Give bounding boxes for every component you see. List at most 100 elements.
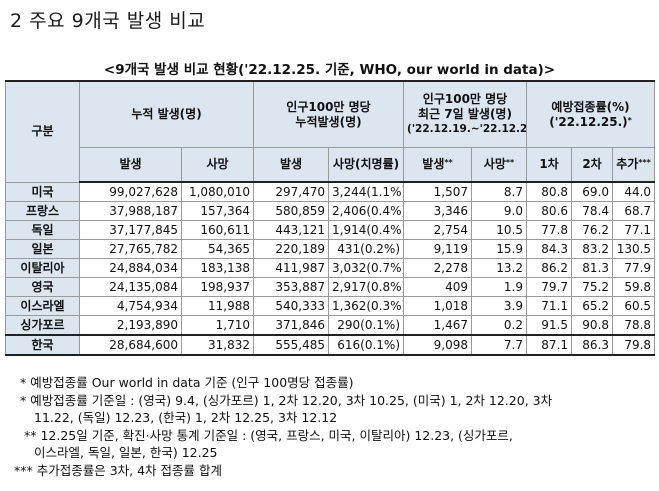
header-r-cases-mark: ** [444, 158, 453, 167]
cell-r-cases: 2,754 [403, 220, 473, 240]
cell-pm-cases: 540,333 [253, 296, 330, 316]
table-row: 일본 27,765,782 54,365 220,189 431(0.2%) 9,119 1… [5, 239, 656, 259]
cell-cases: 2,193,890 [79, 315, 182, 336]
cell-deaths: 1,080,010 [180, 181, 255, 202]
cell-cases: 24,135,084 [79, 277, 182, 297]
cell-dose1: 71.1 [526, 296, 573, 316]
cell-cases: 99,027,628 [79, 181, 182, 202]
cell-r-deaths: 7.7 [471, 334, 528, 356]
cell-deaths: 54,365 [180, 239, 255, 259]
cell-dose1: 79.7 [526, 277, 573, 297]
cell-r-deaths: 13.2 [471, 258, 528, 278]
footnote-3: ** 12.25일 기준, 확진·사망 통계 기준일 : (영국, 프랑스, 미… [24, 427, 513, 443]
cell-dose1: 80.6 [526, 201, 573, 221]
cell-dose2: 65.2 [571, 296, 614, 316]
cell-r-cases: 409 [403, 277, 473, 297]
cell-dose2: 75.2 [571, 277, 614, 297]
cell-cases: 37,177,845 [79, 220, 182, 240]
header-recent: 인구100만 명당 최근 7일 발생(명) ('22.12.19.~'22.12… [403, 80, 528, 148]
header-deaths: 사망 [180, 147, 255, 183]
header-vacc-line2: ('22.12.25.) [549, 114, 628, 129]
cell-dose1: 80.8 [526, 181, 573, 202]
footnote-2-cont: 11.22, (독일) 12.23, (한국) 1, 2차 12.25, 3차 … [34, 410, 338, 425]
header-extra: 추가 [616, 157, 639, 171]
cell-dose1: 84.3 [526, 239, 573, 259]
cell-pm-deaths: 290(0.1%) [328, 315, 405, 336]
cell-deaths: 183,138 [180, 258, 255, 278]
header-recent-line3: ('22.12.19.~'22.12.25.) [407, 123, 527, 135]
header-extra-mark: *** [638, 158, 651, 167]
header-recent-line1: 인구100만 명당 [422, 92, 508, 106]
header-pm-deaths: 사망(치명률) [328, 147, 405, 183]
footnotes: * 예방접종률 Our world in data 기준 (인구 100명당 접… [14, 374, 659, 479]
cell-pm-cases: 297,470 [253, 181, 330, 202]
header-r-cases-cell: 발생** [403, 147, 473, 183]
cell-dose1: 86.2 [526, 258, 573, 278]
cell-deaths: 157,364 [180, 201, 255, 221]
cell-r-deaths: 8.7 [471, 181, 528, 202]
cell-r-cases: 3,346 [403, 201, 473, 221]
cell-extra: 79.8 [612, 334, 656, 356]
header-cumulative: 누적 발생(명) [78, 80, 255, 148]
section-heading: 2 주요 9개국 발생 비교 [10, 10, 206, 32]
cell-pm-deaths: 3,032(0.7%) [328, 258, 405, 278]
cell-cases: 24,884,034 [79, 258, 182, 278]
header-per-million-line2: 누적발생(명) [295, 114, 362, 129]
country-name: 미국 [5, 181, 80, 202]
cell-r-cases: 1,018 [403, 296, 473, 316]
country-name: 이탈리아 [5, 258, 80, 278]
cell-dose2: 78.4 [571, 201, 614, 221]
header-group: 구분 [5, 80, 80, 183]
cell-extra: 60.5 [612, 296, 656, 316]
cell-cases: 4,754,934 [79, 296, 182, 316]
cell-extra: 68.7 [612, 201, 656, 221]
header-extra-cell: 추가*** [612, 147, 656, 183]
footnote-4: *** 추가접종률은 3차, 4차 접종률 합계 [14, 462, 222, 478]
table-row: 영국 24,135,084 198,937 353,887 2,917(0.8%) 409… [5, 277, 656, 297]
table-row: 싱가포르 2,193,890 1,710 371,846 290(0.1%) 1,467 0… [5, 315, 656, 336]
header-per-million-line1: 인구100만 명당 [286, 99, 371, 114]
cell-r-cases: 9,098 [403, 334, 473, 356]
header-vacc-mark: * [627, 115, 632, 125]
cell-cases: 28,684,600 [79, 334, 182, 356]
country-name: 프랑스 [5, 201, 80, 221]
country-name: 영국 [5, 277, 80, 297]
cell-extra: 130.5 [612, 239, 656, 259]
cell-dose1: 77.8 [526, 220, 573, 240]
cell-dose1: 87.1 [526, 334, 573, 356]
cell-extra: 44.0 [612, 181, 656, 202]
cell-cases: 27,765,782 [79, 239, 182, 259]
country-name: 일본 [5, 239, 80, 259]
cell-r-deaths: 15.9 [471, 239, 528, 259]
header-r-deaths: 사망 [483, 157, 506, 171]
cell-deaths: 11,988 [180, 296, 255, 316]
header-dose1: 1차 [526, 147, 573, 183]
header-dose2: 2차 [571, 147, 614, 183]
header-vacc-line2-wrap: ('22.12.25.)* [530, 115, 651, 130]
cell-pm-deaths: 1,362(0.3%) [328, 296, 405, 316]
table-row: 프랑스 37,988,187 157,364 580,859 2,406(0.4%) 3,… [5, 201, 656, 221]
cell-deaths: 1,710 [180, 315, 255, 336]
cell-dose2: 69.0 [571, 181, 614, 202]
footnote-1: * 예방접종률 Our world in data 기준 (인구 100명당 접… [20, 375, 354, 390]
cell-r-deaths: 9.0 [471, 201, 528, 221]
table-row: 한국 28,684,600 31,832 555,485 616(0.1%) 9,098 7… [5, 334, 656, 356]
cell-dose2: 90.8 [571, 315, 614, 336]
cell-pm-cases: 371,846 [253, 315, 330, 336]
cell-r-deaths: 10.5 [471, 220, 528, 240]
cell-pm-cases: 411,987 [253, 258, 330, 278]
cell-cases: 37,988,187 [79, 201, 182, 221]
cell-deaths: 198,937 [180, 277, 255, 297]
cell-pm-cases: 443,121 [253, 220, 330, 240]
cell-pm-deaths: 2,406(0.4%) [328, 201, 405, 221]
country-name: 이스라엘 [5, 296, 80, 316]
table-caption: <9개국 발생 비교 현황('22.12.25. 기준, WHO, our wo… [103, 62, 556, 78]
cell-dose2: 76.2 [571, 220, 614, 240]
table-body: 미국 99,027,628 1,080,010 297,470 3,244(1.1%) 1… [5, 181, 656, 356]
header-cases: 발생 [79, 147, 182, 183]
cell-deaths: 31,832 [180, 334, 255, 356]
cell-r-cases: 9,119 [403, 239, 473, 259]
cell-r-deaths: 3.9 [471, 296, 528, 316]
cell-extra: 78.8 [612, 315, 656, 336]
table-row: 이스라엘 4,754,934 11,988 540,333 1,362(0.3%) 1,0… [5, 296, 656, 316]
